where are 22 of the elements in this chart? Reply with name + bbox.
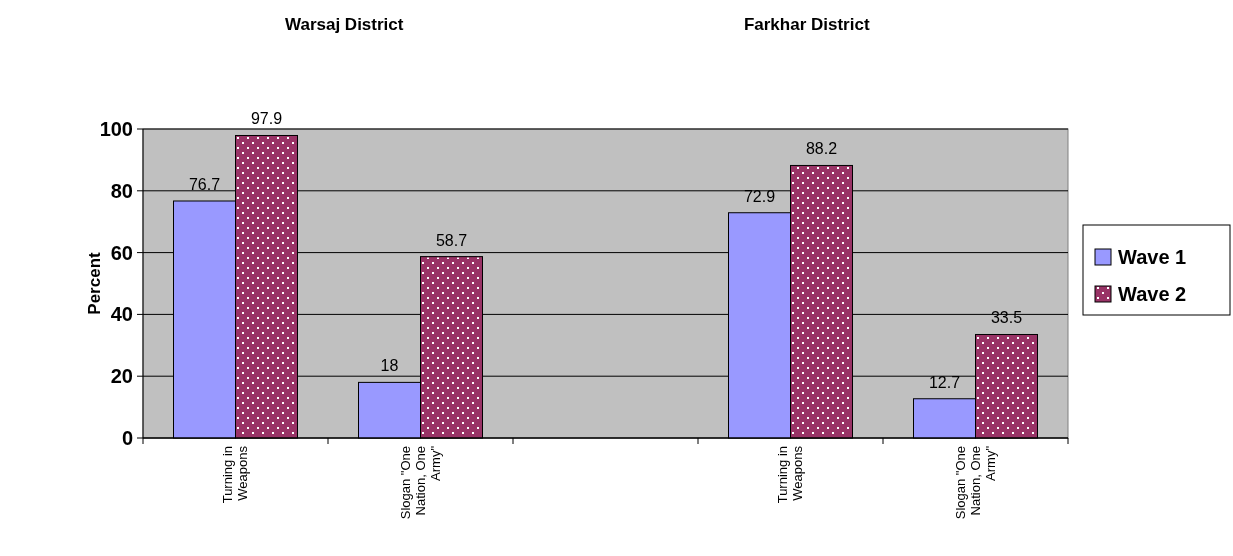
y-tick-label: 0 [121,427,133,449]
y-tick-label: 60 [110,241,133,264]
data-label: 97.9 [250,110,283,128]
x-tick-label: Slogan "One Nation, One Army" [952,445,998,520]
y-tick-label: 80 [110,179,133,202]
data-label: 72.9 [743,187,776,205]
data-label: 12.7 [928,373,961,391]
legend-label: Wave 1 [1118,246,1187,268]
x-tick-label: Slogan "One Nation, One Army" [397,445,443,520]
text: Warsaj District [285,15,404,34]
x-tick-label: Turning in Weapons [775,445,805,504]
data-label: 18 [380,357,399,375]
y-axis-title: Percent [85,251,104,315]
legend-label: Wave 2 [1118,283,1187,305]
data-label: 76.7 [188,176,221,193]
data-label: 58.7 [435,231,468,249]
x-tick-label: Turning in Weapons [220,445,250,504]
text: Farkhar District [743,15,870,34]
y-tick-label: 100 [99,118,133,140]
data-label: 88.2 [805,140,838,158]
y-tick-label: 40 [110,303,133,326]
y-tick-label: 20 [110,365,133,388]
